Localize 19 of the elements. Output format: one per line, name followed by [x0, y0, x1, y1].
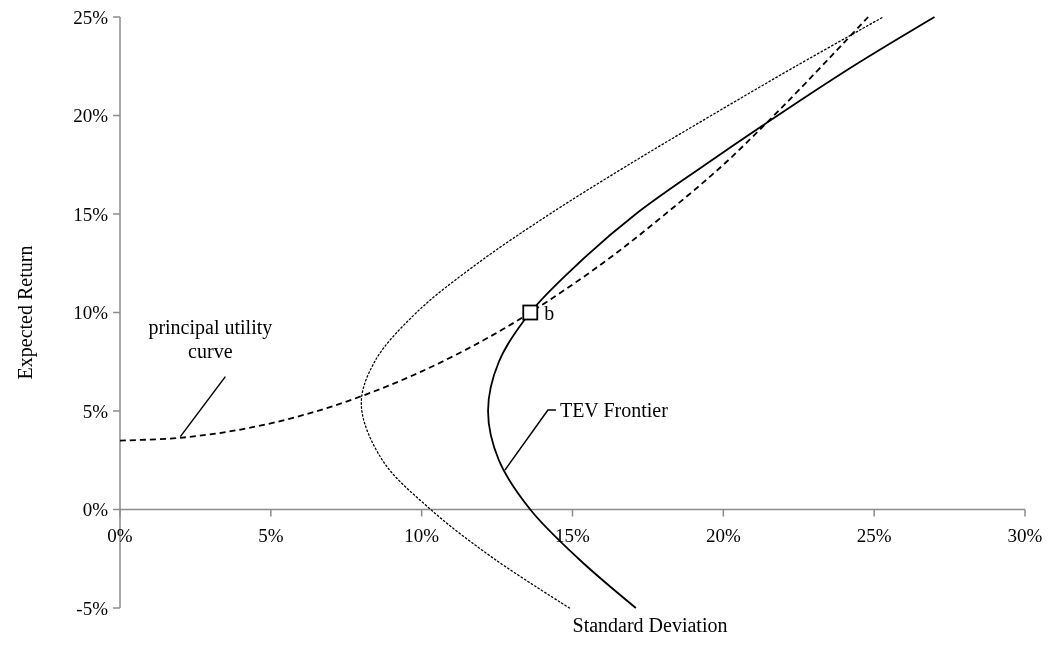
y-axis-title: Expected Return [14, 245, 37, 380]
x-tick-label: 0% [107, 524, 133, 546]
x-tick-label: 15% [555, 524, 591, 546]
y-tick-label: 25% [73, 6, 109, 28]
y-tick-label: -5% [76, 597, 109, 619]
y-tick-label: 15% [73, 203, 109, 225]
x-tick-label: 10% [404, 524, 440, 546]
annotation: TEV Frontier [559, 399, 669, 422]
x-tick-label: 5% [258, 524, 284, 546]
annotation: principal utility curve [148, 315, 273, 362]
x-tick-label: 25% [856, 524, 892, 546]
x-axis-title: Standard Deviation [572, 614, 728, 636]
x-tick-label: 20% [705, 524, 741, 546]
annotation: b [544, 301, 555, 324]
y-tick-label: 20% [73, 105, 109, 127]
x-tick-label: 30% [1007, 524, 1043, 546]
y-tick-label: 5% [82, 400, 109, 422]
y-tick-label: 0% [82, 499, 109, 521]
y-tick-label: 10% [73, 302, 109, 324]
